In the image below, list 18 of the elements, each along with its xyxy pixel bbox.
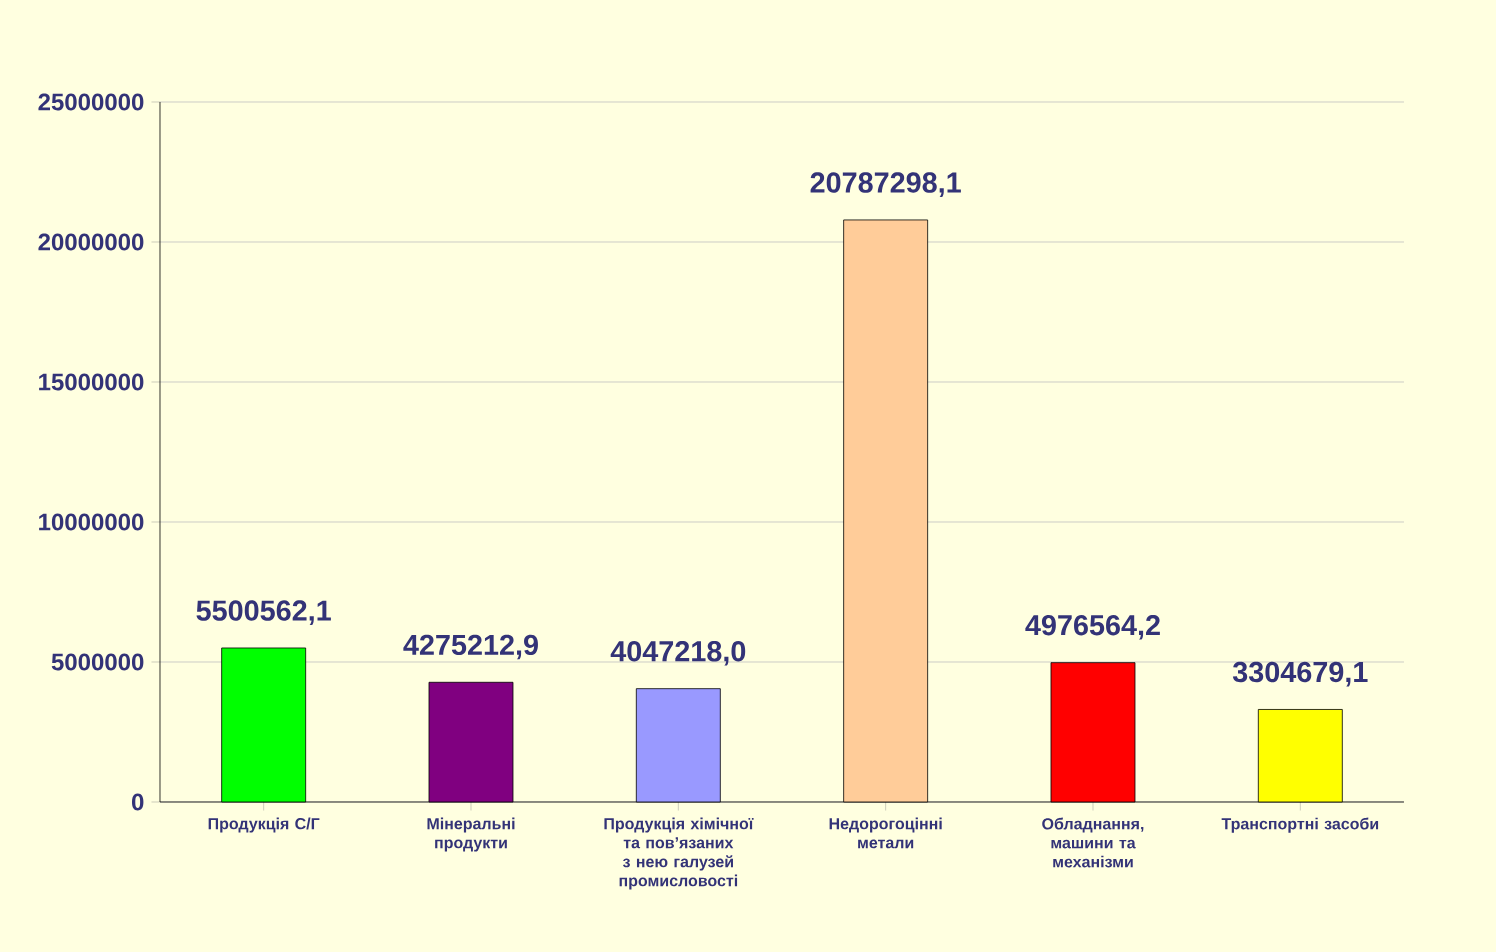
y-tick-label: 25000000 — [38, 93, 144, 111]
x-tick-label: Мінеральні продукти — [427, 817, 515, 852]
x-tick-label: Обладнання, машини та механізми — [1042, 817, 1144, 868]
y-tick-label: 10000000 — [39, 513, 144, 531]
data-label: 3304679,1 — [1232, 661, 1368, 687]
x-tick-label: Транспортні засоби — [1221, 817, 1379, 833]
y-tick-label: 20000000 — [38, 233, 144, 251]
y-tick-label: 5000000 — [51, 653, 144, 671]
x-tick-label: Продукція С/Г — [208, 817, 320, 833]
data-label: 4275212,9 — [403, 634, 538, 660]
y-tick-label: 15000000 — [39, 373, 144, 391]
data-label: 4976564,2 — [1025, 615, 1160, 640]
x-tick-label: Продукція хімічної та пов’язаних з нею галузей промисловості — [604, 817, 754, 890]
y-tick-label: 0 — [131, 793, 144, 811]
data-label: 20787298,1 — [810, 172, 961, 197]
data-label: 4047218,0 — [610, 641, 746, 666]
x-tick-label: Недорогоцінні метали — [829, 817, 942, 849]
data-label: 5500562,1 — [196, 600, 331, 625]
